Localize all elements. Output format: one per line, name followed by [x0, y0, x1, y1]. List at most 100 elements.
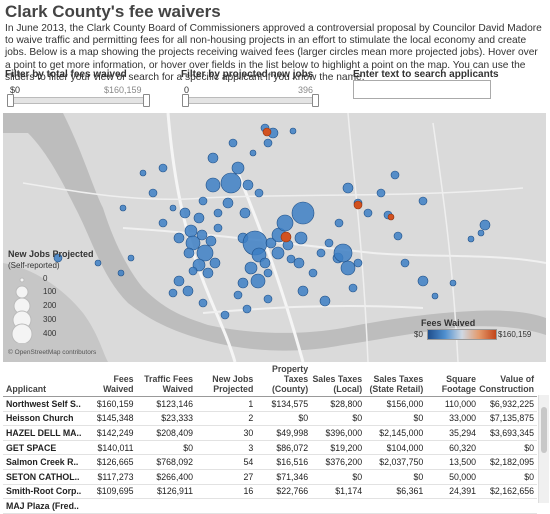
project-point[interactable] — [263, 268, 273, 278]
table-row[interactable]: MAJ Plaza (Fred.. — [3, 498, 537, 514]
project-point[interactable] — [198, 196, 208, 206]
project-point[interactable] — [213, 208, 223, 218]
col-traffic-fees[interactable]: Traffic Fees Waived — [136, 364, 197, 397]
project-point-high-fees[interactable] — [262, 127, 272, 137]
project-point[interactable] — [196, 244, 214, 262]
project-point[interactable] — [308, 268, 318, 278]
project-point[interactable] — [393, 231, 403, 241]
project-point[interactable] — [220, 310, 230, 320]
project-point[interactable] — [173, 275, 185, 287]
project-point[interactable] — [333, 243, 353, 263]
project-points[interactable] — [53, 123, 491, 320]
col-sales-state[interactable]: Sales Taxes (State Retail) — [365, 364, 427, 397]
project-point[interactable] — [198, 298, 208, 308]
col-fees-waived[interactable]: Fees Waived — [89, 364, 137, 397]
project-point[interactable] — [291, 201, 315, 225]
project-point[interactable] — [376, 188, 386, 198]
project-point[interactable] — [289, 127, 297, 135]
project-point[interactable] — [169, 204, 177, 212]
project-point[interactable] — [53, 253, 63, 263]
project-point[interactable] — [294, 231, 308, 245]
project-point[interactable] — [207, 152, 219, 164]
project-point[interactable] — [205, 235, 217, 247]
project-point[interactable] — [202, 267, 214, 279]
table-row[interactable]: GET SPACE $140,011 $0 3 $86,072 $19,200 $104,0… — [3, 440, 537, 456]
map-canvas[interactable] — [3, 113, 546, 362]
col-property-taxes[interactable]: Property Taxes (County) — [256, 364, 312, 397]
project-point[interactable] — [263, 138, 273, 148]
table-row[interactable]: Northwest Self S.. $160,159 $123,146 1 $134,… — [3, 396, 537, 412]
jobs-slider-min-handle[interactable] — [182, 94, 189, 107]
project-point-high-fees[interactable] — [387, 213, 395, 221]
project-point[interactable] — [182, 285, 194, 297]
project-point[interactable] — [209, 257, 221, 269]
col-applicant[interactable]: Applicant — [3, 364, 90, 397]
project-point[interactable] — [127, 254, 135, 262]
project-point[interactable] — [233, 290, 243, 300]
project-point[interactable] — [467, 235, 475, 243]
table-row[interactable]: Heisson Church $145,348 $23,333 2 $0 $0 $0 33,0… — [3, 411, 537, 427]
project-point[interactable] — [184, 224, 198, 238]
project-point[interactable] — [228, 138, 238, 148]
project-point[interactable] — [479, 219, 491, 231]
scrollbar-thumb[interactable] — [541, 407, 547, 453]
table-row[interactable]: Salmon Creek R.. $126,665 $768,092 54 $16,51… — [3, 454, 537, 470]
project-point-high-fees[interactable] — [280, 231, 292, 243]
project-point[interactable] — [293, 257, 305, 269]
project-point[interactable] — [390, 170, 400, 180]
project-point[interactable] — [363, 208, 373, 218]
col-new-jobs[interactable]: New Jobs Projected — [196, 364, 257, 397]
project-point[interactable] — [205, 177, 221, 193]
project-point[interactable] — [263, 294, 273, 304]
project-point[interactable] — [148, 188, 158, 198]
project-point[interactable] — [449, 279, 457, 287]
project-point[interactable] — [237, 277, 249, 289]
project-point[interactable] — [239, 207, 251, 219]
project-point[interactable] — [220, 172, 242, 194]
project-point[interactable] — [242, 179, 254, 191]
project-point[interactable] — [254, 188, 264, 198]
project-point[interactable] — [183, 247, 195, 259]
project-point[interactable] — [276, 214, 294, 232]
table-row[interactable]: SETON CATHOL.. $117,273 $266,400 27 $71,346 $… — [3, 469, 537, 485]
col-sales-local[interactable]: Sales Taxes (Local) — [311, 364, 366, 397]
project-point[interactable] — [400, 258, 410, 268]
table-row[interactable]: HAZEL DELL MA.. $142,249 $208,409 30 $49,998… — [3, 425, 537, 441]
project-point[interactable] — [342, 182, 354, 194]
jobs-slider-max-handle[interactable] — [312, 94, 319, 107]
project-point[interactable] — [334, 218, 344, 228]
project-point[interactable] — [117, 269, 125, 277]
project-point[interactable] — [348, 283, 358, 293]
fees-slider-min-handle[interactable] — [7, 94, 14, 107]
project-point[interactable] — [418, 196, 428, 206]
project-point[interactable] — [244, 261, 258, 275]
project-point[interactable] — [417, 275, 429, 287]
project-point[interactable] — [222, 197, 234, 209]
project-point[interactable] — [94, 259, 102, 267]
project-point[interactable] — [242, 304, 252, 314]
project-point[interactable] — [431, 292, 439, 300]
fees-slider-max-handle[interactable] — [143, 94, 150, 107]
project-point[interactable] — [286, 254, 296, 264]
project-point[interactable] — [297, 285, 309, 297]
table-row[interactable]: Smith-Root Corp.. $109,695 $126,911 16 $22,7… — [3, 484, 537, 500]
project-point[interactable] — [231, 161, 245, 175]
project-point[interactable] — [179, 207, 191, 219]
project-point[interactable] — [340, 260, 356, 276]
project-point[interactable] — [193, 212, 205, 224]
project-point[interactable] — [139, 169, 147, 177]
project-point[interactable] — [119, 204, 127, 212]
table-scrollbar[interactable] — [538, 395, 549, 503]
project-point[interactable] — [173, 232, 185, 244]
col-construction-value[interactable]: Value of Construction — [478, 364, 537, 397]
project-point[interactable] — [158, 163, 168, 173]
project-point[interactable] — [353, 258, 363, 268]
project-point[interactable] — [196, 229, 208, 241]
project-point[interactable] — [188, 266, 198, 276]
search-input[interactable] — [353, 80, 491, 99]
project-point[interactable] — [316, 248, 326, 258]
col-square-footage[interactable]: Square Footage — [426, 364, 479, 397]
project-point[interactable] — [213, 223, 223, 233]
project-point[interactable] — [250, 273, 266, 289]
project-point[interactable] — [324, 238, 334, 248]
